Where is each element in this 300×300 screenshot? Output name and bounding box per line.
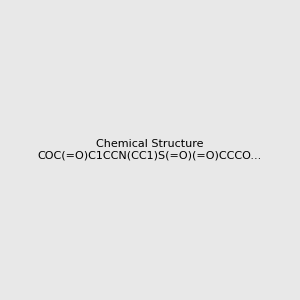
- Text: Chemical Structure
COC(=O)C1CCN(CC1)S(=O)(=O)CCCO...: Chemical Structure COC(=O)C1CCN(CC1)S(=O…: [38, 139, 262, 161]
